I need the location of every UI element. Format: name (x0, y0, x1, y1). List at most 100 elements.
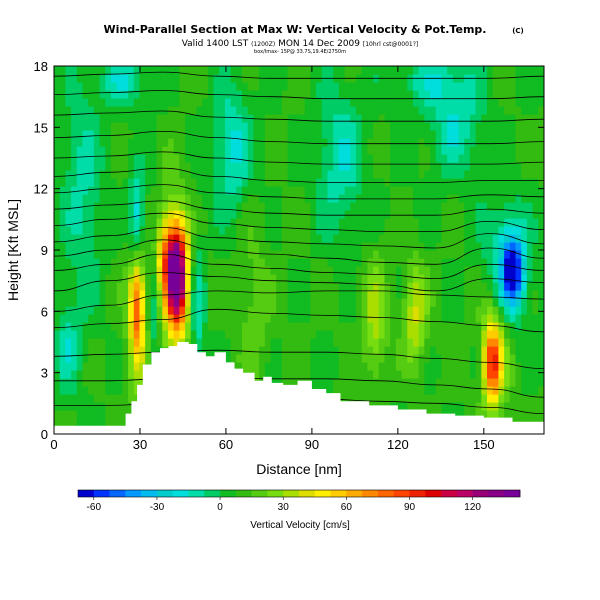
field-cell (116, 114, 123, 123)
field-cell (316, 170, 323, 179)
field-cell (526, 298, 534, 307)
field-cell (344, 218, 351, 227)
field-cell (71, 234, 78, 243)
field-cell (88, 394, 95, 403)
field-cell (105, 162, 112, 171)
theta-contour (54, 212, 544, 233)
field-cell (82, 314, 89, 323)
field-cell (264, 362, 272, 371)
field-cell (532, 130, 539, 139)
field-cell (88, 242, 95, 251)
field-cell (173, 194, 180, 203)
field-cell (293, 114, 300, 123)
field-cell (435, 234, 443, 243)
field-cell (150, 226, 158, 235)
field-cell (338, 122, 346, 131)
field-cell (116, 370, 123, 379)
field-cell (196, 322, 203, 331)
field-cell (128, 82, 135, 91)
field-cell (441, 402, 448, 411)
field-cell (509, 202, 517, 211)
field-cell (481, 402, 488, 411)
field-cell (487, 186, 494, 195)
field-cell (145, 234, 152, 243)
field-cell (424, 130, 431, 139)
field-cell (395, 98, 403, 107)
field-cell (447, 378, 454, 387)
field-cell (139, 354, 146, 363)
field-cell (355, 194, 363, 203)
field-cell (213, 82, 220, 91)
field-cell (156, 282, 163, 291)
field-cell (230, 130, 237, 139)
field-cell (99, 378, 106, 387)
field-cell (435, 306, 443, 315)
field-cell (116, 122, 123, 131)
field-cell (532, 122, 539, 131)
field-cell (407, 282, 414, 291)
field-cell (76, 74, 84, 83)
field-cell (76, 162, 84, 171)
field-cell (487, 282, 494, 291)
field-cell (128, 370, 135, 379)
field-cell (481, 194, 488, 203)
field-cell (367, 330, 374, 339)
field-cell (230, 338, 237, 347)
field-cell (412, 314, 420, 323)
field-cell (452, 346, 460, 355)
field-cell (418, 402, 425, 411)
field-cell (321, 378, 329, 387)
field-cell (469, 154, 477, 163)
field-cell (230, 322, 237, 331)
field-cell (538, 338, 544, 347)
field-cell (128, 266, 135, 275)
field-cell (327, 130, 334, 139)
field-cell (338, 234, 346, 243)
field-cell (344, 138, 351, 147)
field-cell (373, 234, 380, 243)
field-cell (82, 82, 89, 91)
field-cell (128, 362, 135, 371)
field-cell (253, 194, 260, 203)
field-cell (259, 202, 266, 211)
field-cell (264, 202, 272, 211)
field-cell (344, 82, 351, 91)
field-cell (242, 282, 249, 291)
field-cell (54, 250, 61, 259)
field-cell (532, 274, 539, 283)
field-cell (304, 138, 311, 147)
field-cell (504, 66, 511, 75)
field-cell (361, 82, 368, 91)
field-cell (287, 146, 294, 155)
field-cell (475, 234, 482, 243)
field-cell (202, 338, 209, 347)
field-cell (310, 98, 317, 107)
field-cell (82, 210, 89, 219)
field-cell (93, 146, 101, 155)
field-cell (54, 290, 61, 299)
field-cell (259, 162, 266, 171)
field-cell (464, 82, 471, 91)
field-cell (71, 218, 78, 227)
field-cell (219, 242, 226, 251)
field-cell (464, 242, 471, 251)
field-cell (281, 378, 289, 387)
field-cell (93, 186, 101, 195)
field-cell (236, 266, 243, 275)
field-cell (173, 330, 180, 339)
field-cell (412, 66, 420, 75)
field-cell (464, 290, 471, 299)
field-cell (82, 218, 89, 227)
field-cell (76, 258, 84, 267)
field-cell (355, 226, 363, 235)
field-cell (521, 218, 528, 227)
field-cell (430, 226, 437, 235)
field-cell (361, 114, 368, 123)
field-cell (492, 106, 500, 115)
field-cell (367, 314, 374, 323)
field-cell (276, 234, 283, 243)
field-cell (224, 202, 232, 211)
field-cell (412, 274, 420, 283)
field-cell (276, 146, 283, 155)
field-cell (504, 74, 511, 83)
